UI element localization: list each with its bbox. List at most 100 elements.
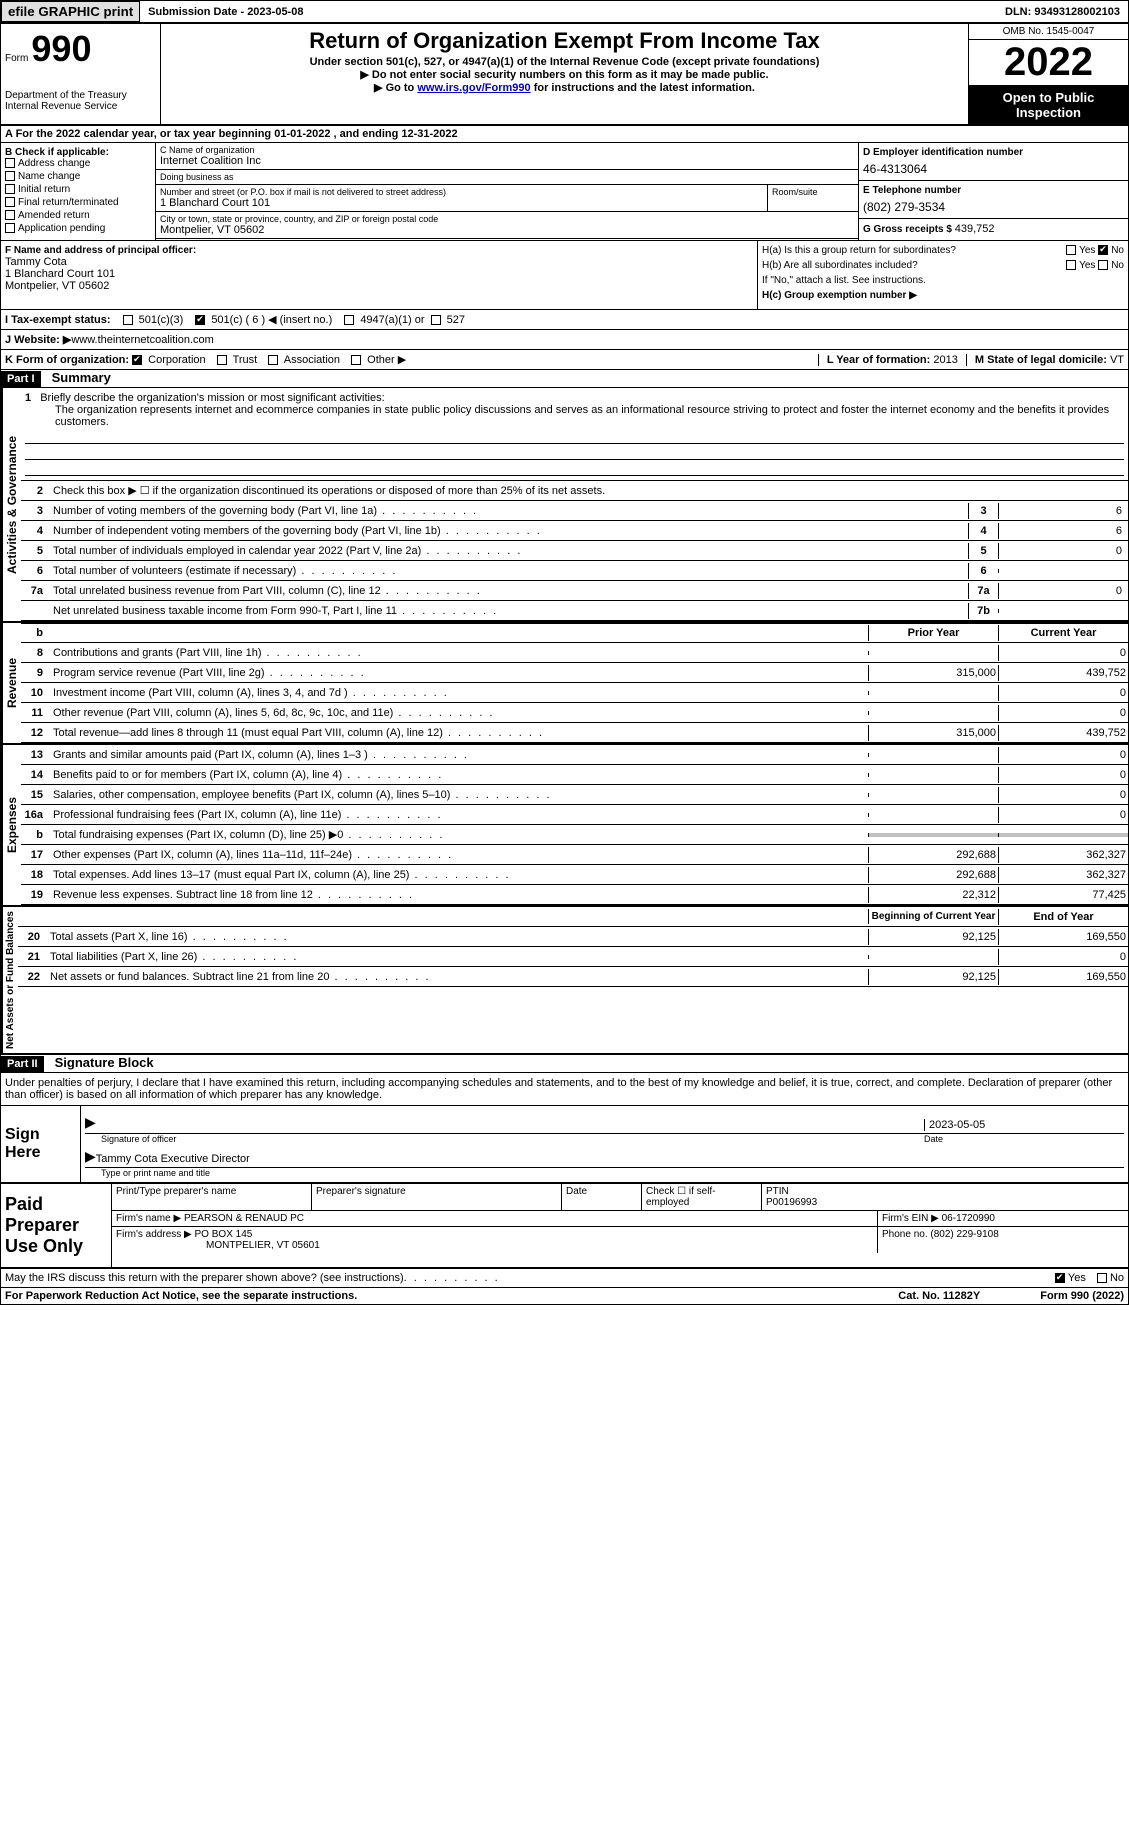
- cb-trust[interactable]: [217, 355, 227, 365]
- dept-treasury: Department of the Treasury: [5, 90, 156, 101]
- table-row: 15Salaries, other compensation, employee…: [21, 785, 1128, 805]
- section-k: K Form of organization: Corporation Trus…: [5, 353, 406, 366]
- table-row: Net unrelated business taxable income fr…: [21, 601, 1128, 621]
- firm-name: Firm's name ▶ PEARSON & RENAUD PC: [112, 1211, 878, 1226]
- part2-header: Part II: [1, 1056, 44, 1072]
- cb-address-change[interactable]: Address change: [5, 158, 151, 169]
- table-row: 20Total assets (Part X, line 16)92,12516…: [18, 927, 1128, 947]
- form-header: Form 990 Department of the Treasury Inte…: [1, 24, 1128, 126]
- vlabel-netassets: Net Assets or Fund Balances: [1, 907, 18, 1053]
- street-address: 1 Blanchard Court 101: [160, 197, 763, 209]
- section-i: I Tax-exempt status: 501(c)(3) 501(c) ( …: [1, 310, 1128, 330]
- cb-4947[interactable]: [344, 315, 354, 325]
- cb-final-return[interactable]: Final return/terminated: [5, 197, 151, 208]
- revenue-section: Revenue b Prior Year Current Year 8Contr…: [1, 623, 1128, 745]
- hb-yes[interactable]: [1066, 260, 1076, 270]
- form-title: Return of Organization Exempt From Incom…: [165, 28, 964, 54]
- header-right: OMB No. 1545-0047 2022 Open to Public In…: [968, 24, 1128, 124]
- table-row: 9Program service revenue (Part VIII, lin…: [21, 663, 1128, 683]
- form-subtitle: Under section 501(c), 527, or 4947(a)(1)…: [165, 56, 964, 68]
- part2-header-row: Part II Signature Block: [1, 1055, 1128, 1073]
- tax-year: 2022: [969, 40, 1128, 86]
- table-row: 22Net assets or fund balances. Subtract …: [18, 967, 1128, 987]
- section-m: M State of legal domicile: VT: [966, 354, 1124, 366]
- cb-name-change[interactable]: Name change: [5, 171, 151, 182]
- website-instruction: ▶ Go to www.irs.gov/Form990 for instruct…: [165, 81, 964, 94]
- form-number: 990: [31, 28, 91, 69]
- activities-governance: Activities & Governance 1 Briefly descri…: [1, 388, 1128, 623]
- table-row: 19Revenue less expenses. Subtract line 1…: [21, 885, 1128, 905]
- officer-name-line: ▶ Tammy Cota Executive Director: [85, 1144, 1124, 1168]
- cb-amended-return[interactable]: Amended return: [5, 210, 151, 221]
- submission-date-label: Submission Date - 2023-05-08: [148, 6, 303, 18]
- table-row: 7aTotal unrelated business revenue from …: [21, 581, 1128, 601]
- table-row: 13Grants and similar amounts paid (Part …: [21, 745, 1128, 765]
- begin-end-header: Beginning of Current Year End of Year: [18, 907, 1128, 927]
- ha-yes[interactable]: [1066, 245, 1076, 255]
- ha-no[interactable]: [1098, 245, 1108, 255]
- sign-here-label: Sign Here: [1, 1106, 81, 1182]
- fgh-section: F Name and address of principal officer:…: [1, 241, 1128, 310]
- paperwork-notice: For Paperwork Reduction Act Notice, see …: [5, 1290, 357, 1302]
- omb-number: OMB No. 1545-0047: [969, 24, 1128, 40]
- firm-address: Firm's address ▶ PO BOX 145 MONTPELIER, …: [112, 1227, 878, 1253]
- line2: 2 Check this box ▶ ☐ if the organization…: [21, 481, 1128, 501]
- cb-corporation[interactable]: [132, 355, 142, 365]
- table-row: 3Number of voting members of the governi…: [21, 501, 1128, 521]
- firm-ein: Firm's EIN ▶ 06-1720990: [878, 1211, 1128, 1226]
- city-box: City or town, state or province, country…: [156, 212, 858, 239]
- org-name: Internet Coalition Inc: [160, 155, 854, 167]
- h-b: H(b) Are all subordinates included? Yes …: [762, 260, 1124, 271]
- net-assets-section: Net Assets or Fund Balances Beginning of…: [1, 907, 1128, 1055]
- cb-initial-return[interactable]: Initial return: [5, 184, 151, 195]
- phone-value: (802) 279-3534: [863, 200, 1124, 214]
- table-row: 10Investment income (Part VIII, column (…: [21, 683, 1128, 703]
- irs-link[interactable]: www.irs.gov/Form990: [417, 82, 530, 94]
- tax-period: A For the 2022 calendar year, or tax yea…: [1, 126, 1128, 143]
- hb-no[interactable]: [1098, 260, 1108, 270]
- klm-row: K Form of organization: Corporation Trus…: [1, 350, 1128, 370]
- discuss-yes[interactable]: [1055, 1273, 1065, 1283]
- form-990: efile GRAPHIC print Submission Date - 20…: [0, 0, 1129, 1305]
- part1-header-row: Part I Summary: [1, 370, 1128, 388]
- line1: 1 Briefly describe the organization's mi…: [21, 388, 1128, 481]
- discuss-no[interactable]: [1097, 1273, 1107, 1283]
- section-l: L Year of formation: 2013: [818, 354, 958, 366]
- mission-text: The organization represents internet and…: [25, 404, 1124, 428]
- section-d: D Employer identification number 46-4313…: [858, 143, 1128, 240]
- header-left: Form 990 Department of the Treasury Inte…: [1, 24, 161, 124]
- section-b: B Check if applicable: Address change Na…: [1, 143, 156, 240]
- prior-current-header-rev: b Prior Year Current Year: [21, 623, 1128, 643]
- section-c: C Name of organization Internet Coalitio…: [156, 143, 858, 240]
- efile-print-button[interactable]: efile GRAPHIC print: [1, 1, 140, 22]
- website-url: www.theinternetcoalition.com: [71, 334, 213, 346]
- officer-addr2: Montpelier, VT 05602: [5, 280, 753, 292]
- vlabel-revenue: Revenue: [1, 623, 21, 743]
- vlabel-activities: Activities & Governance: [1, 388, 21, 621]
- h-b-note: If "No," attach a list. See instructions…: [762, 275, 1124, 286]
- form-footer: Form 990 (2022): [1040, 1290, 1124, 1302]
- dba-box: Doing business as: [156, 170, 858, 185]
- table-row: 21Total liabilities (Part X, line 26)0: [18, 947, 1128, 967]
- table-row: 4Number of independent voting members of…: [21, 521, 1128, 541]
- cb-501c3[interactable]: [123, 315, 133, 325]
- cb-other[interactable]: [351, 355, 361, 365]
- gross-receipts-box: G Gross receipts $ 439,752: [859, 219, 1128, 239]
- h-c: H(c) Group exemption number ▶: [762, 290, 1124, 301]
- penalty-statement: Under penalties of perjury, I declare th…: [1, 1073, 1128, 1106]
- table-row: 14Benefits paid to or for members (Part …: [21, 765, 1128, 785]
- footer: For Paperwork Reduction Act Notice, see …: [1, 1288, 1128, 1304]
- cb-application-pending[interactable]: Application pending: [5, 223, 151, 234]
- section-h: H(a) Is this a group return for subordin…: [758, 241, 1128, 309]
- preparer-label: Paid Preparer Use Only: [1, 1184, 111, 1267]
- cb-association[interactable]: [268, 355, 278, 365]
- cb-501c-other[interactable]: [195, 315, 205, 325]
- cb-527[interactable]: [431, 315, 441, 325]
- gross-receipts: 439,752: [955, 223, 995, 235]
- table-row: 11Other revenue (Part VIII, column (A), …: [21, 703, 1128, 723]
- top-bar: efile GRAPHIC print Submission Date - 20…: [1, 1, 1128, 24]
- ein-box: D Employer identification number 46-4313…: [859, 143, 1128, 181]
- org-name-box: C Name of organization Internet Coalitio…: [156, 143, 858, 170]
- signature-date: 2023-05-05: [924, 1119, 1124, 1131]
- table-row: 6Total number of volunteers (estimate if…: [21, 561, 1128, 581]
